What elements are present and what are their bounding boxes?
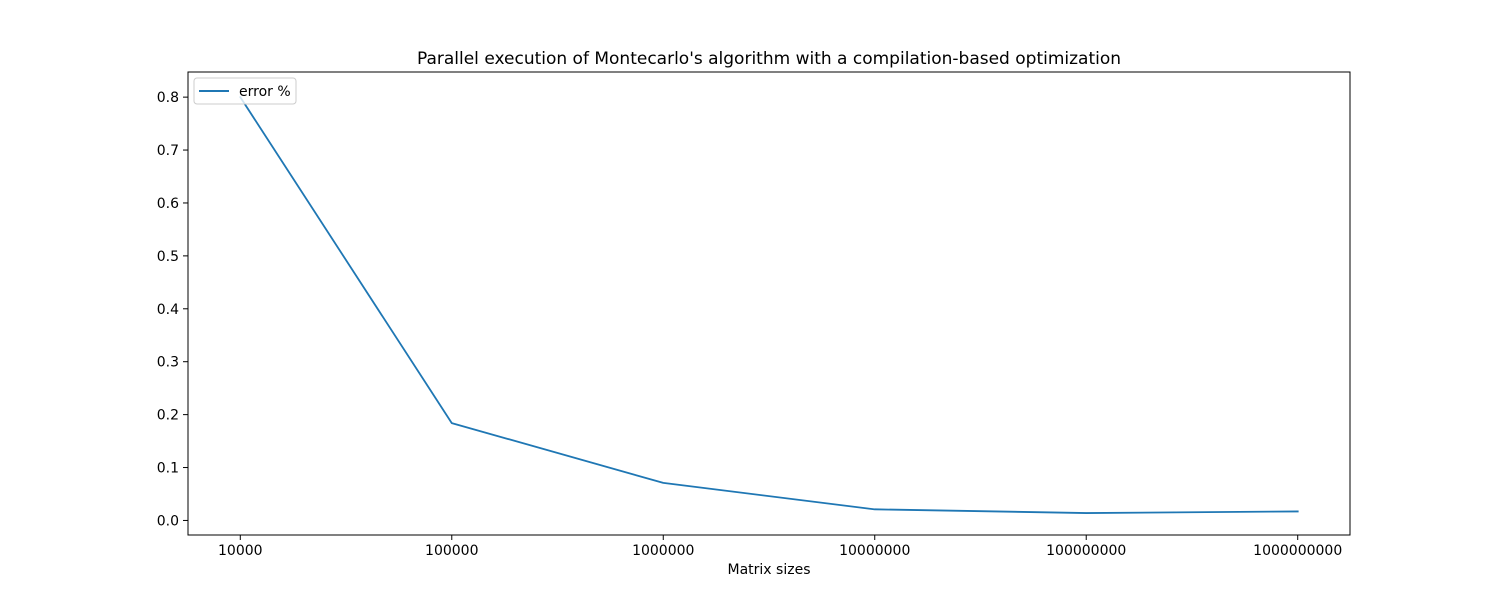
x-axis-label: Matrix sizes bbox=[728, 562, 811, 578]
y-tick-label: 0.1 bbox=[157, 461, 179, 477]
series-line-error-percent bbox=[239, 95, 1299, 514]
x-tick-label: 10000 bbox=[218, 543, 263, 559]
x-tick-label: 1000000 bbox=[632, 543, 694, 559]
y-tick-label: 0.7 bbox=[157, 143, 179, 159]
legend-box bbox=[193, 77, 297, 105]
y-axis: 0.0 0.1 0.2 0.3 0.4 0.5 0.6 0.7 0.8 bbox=[157, 90, 188, 529]
y-tick-label: 0.3 bbox=[157, 355, 179, 371]
x-tick-label: 100000 bbox=[425, 543, 478, 559]
x-tick-label: 10000000 bbox=[839, 543, 910, 559]
x-tick-label: 1000000000 bbox=[1253, 543, 1342, 559]
chart-title: Parallel execution of Montecarlo's algor… bbox=[417, 49, 1121, 69]
legend: error % bbox=[193, 77, 297, 105]
x-axis: 10000 100000 1000000 10000000 100000000 10000… bbox=[218, 535, 1342, 559]
y-tick-label: 0.6 bbox=[157, 196, 179, 212]
plot-frame bbox=[187, 71, 1351, 536]
y-tick-label: 0.4 bbox=[157, 302, 179, 318]
legend-label: error % bbox=[239, 84, 291, 100]
x-tick-label: 100000000 bbox=[1046, 543, 1126, 559]
y-tick-label: 0.5 bbox=[157, 249, 179, 265]
y-tick-label: 0.2 bbox=[157, 408, 179, 424]
y-tick-label: 0.0 bbox=[157, 513, 179, 529]
y-tick-label: 0.8 bbox=[157, 90, 179, 106]
